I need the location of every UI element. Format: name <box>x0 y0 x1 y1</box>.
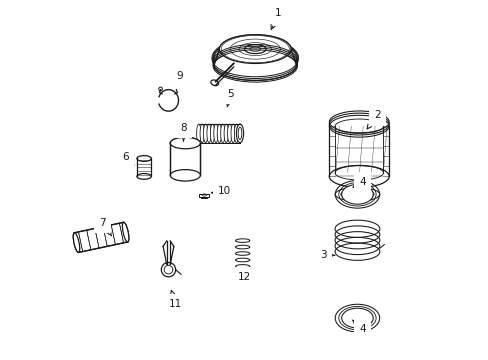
Ellipse shape <box>137 174 151 179</box>
Ellipse shape <box>170 137 200 149</box>
Ellipse shape <box>206 124 211 143</box>
Ellipse shape <box>220 124 224 143</box>
Ellipse shape <box>328 166 388 187</box>
Ellipse shape <box>341 308 372 328</box>
Text: 2: 2 <box>366 111 380 129</box>
Ellipse shape <box>210 124 214 143</box>
Circle shape <box>161 262 175 277</box>
Text: 9: 9 <box>175 71 182 83</box>
Ellipse shape <box>341 184 372 204</box>
Ellipse shape <box>224 124 228 143</box>
Ellipse shape <box>196 124 201 143</box>
Ellipse shape <box>237 124 242 143</box>
Ellipse shape <box>244 45 265 54</box>
Ellipse shape <box>213 124 218 143</box>
Ellipse shape <box>214 50 296 81</box>
FancyBboxPatch shape <box>201 194 207 198</box>
Ellipse shape <box>219 35 290 63</box>
Text: 4: 4 <box>352 177 366 187</box>
Polygon shape <box>170 143 200 175</box>
Ellipse shape <box>227 124 231 143</box>
Ellipse shape <box>200 124 204 143</box>
FancyBboxPatch shape <box>199 194 209 197</box>
Polygon shape <box>74 222 127 252</box>
Ellipse shape <box>137 156 151 161</box>
Ellipse shape <box>73 233 80 252</box>
Text: 6: 6 <box>122 152 134 165</box>
Text: 10: 10 <box>211 186 231 197</box>
Text: 3: 3 <box>320 250 334 260</box>
Ellipse shape <box>234 124 238 143</box>
Text: 5: 5 <box>226 89 233 107</box>
Text: 11: 11 <box>169 291 182 309</box>
Ellipse shape <box>122 222 128 242</box>
Ellipse shape <box>217 124 221 143</box>
Text: 1: 1 <box>270 8 281 30</box>
Text: 8: 8 <box>180 123 186 141</box>
Text: 12: 12 <box>237 271 251 282</box>
Ellipse shape <box>210 80 218 86</box>
Ellipse shape <box>230 124 235 143</box>
Text: 7: 7 <box>100 218 111 236</box>
Circle shape <box>159 87 162 91</box>
Ellipse shape <box>219 35 290 63</box>
Ellipse shape <box>170 170 200 181</box>
Ellipse shape <box>203 124 207 143</box>
Ellipse shape <box>236 124 243 143</box>
Text: 4: 4 <box>351 320 366 334</box>
Ellipse shape <box>170 137 200 149</box>
